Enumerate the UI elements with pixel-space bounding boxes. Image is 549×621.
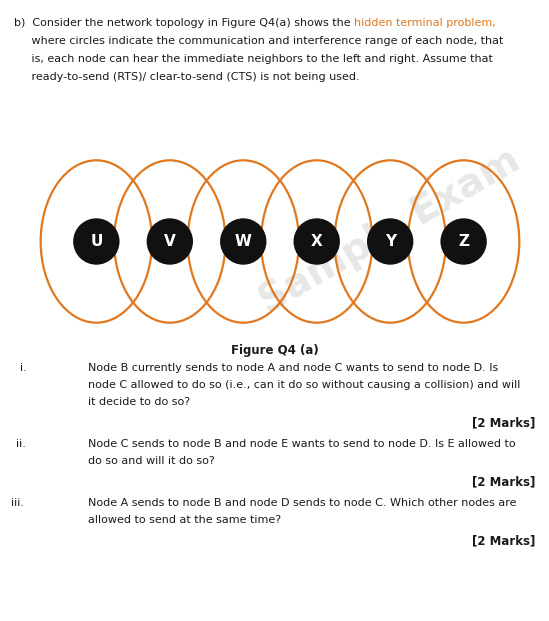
- Text: b)  Consider the network topology in Figure Q4(a) shows the: b) Consider the network topology in Figu…: [14, 18, 354, 28]
- Text: Sample Exam: Sample Exam: [253, 141, 527, 321]
- Text: X: X: [311, 234, 323, 249]
- Text: Node A sends to node B and node D sends to node C. Which other nodes are: Node A sends to node B and node D sends …: [88, 498, 517, 508]
- Text: iii.: iii.: [11, 498, 24, 508]
- Text: Z: Z: [458, 234, 469, 249]
- Circle shape: [367, 219, 413, 265]
- Circle shape: [294, 219, 340, 265]
- Text: Node B currently sends to node A and node C wants to send to node D. Is: Node B currently sends to node A and nod…: [88, 363, 498, 373]
- Text: ii.: ii.: [16, 439, 26, 449]
- Circle shape: [220, 219, 266, 265]
- Text: it decide to do so?: it decide to do so?: [88, 397, 190, 407]
- Circle shape: [440, 219, 487, 265]
- Text: node C allowed to do so (i.e., can it do so without causing a collision) and wil: node C allowed to do so (i.e., can it do…: [88, 380, 520, 390]
- Text: [2 Marks]: [2 Marks]: [472, 534, 535, 547]
- Text: V: V: [164, 234, 176, 249]
- Text: is, each node can hear the immediate neighbors to the left and right. Assume tha: is, each node can hear the immediate nei…: [14, 54, 493, 64]
- Text: Node C sends to node B and node E wants to send to node D. Is E allowed to: Node C sends to node B and node E wants …: [88, 439, 516, 449]
- Text: [2 Marks]: [2 Marks]: [472, 416, 535, 429]
- Text: W: W: [235, 234, 251, 249]
- Text: do so and will it do so?: do so and will it do so?: [88, 456, 215, 466]
- Text: hidden terminal problem,: hidden terminal problem,: [354, 18, 496, 28]
- Text: ready-to-send (RTS)/ clear-to-send (CTS) is not being used.: ready-to-send (RTS)/ clear-to-send (CTS)…: [14, 72, 360, 82]
- Text: i.: i.: [20, 363, 27, 373]
- Text: U: U: [90, 234, 103, 249]
- Text: Figure Q4 (a): Figure Q4 (a): [231, 344, 318, 357]
- Text: allowed to send at the same time?: allowed to send at the same time?: [88, 515, 281, 525]
- Text: [2 Marks]: [2 Marks]: [472, 475, 535, 488]
- Text: Y: Y: [385, 234, 396, 249]
- Text: where circles indicate the communication and interference range of each node, th: where circles indicate the communication…: [14, 36, 503, 46]
- Circle shape: [73, 219, 120, 265]
- Circle shape: [147, 219, 193, 265]
